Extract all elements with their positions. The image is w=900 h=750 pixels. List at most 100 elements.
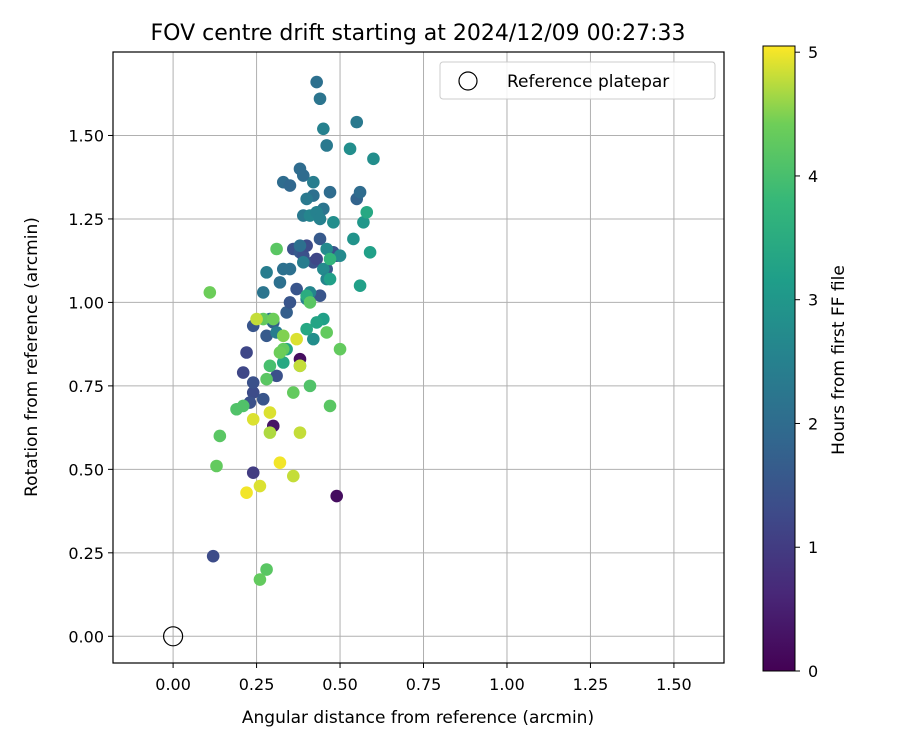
data-point — [286, 386, 300, 399]
x-tick-label: 0.00 — [155, 675, 191, 694]
data-point — [320, 242, 333, 256]
data-point — [320, 326, 333, 339]
data-point — [350, 115, 364, 129]
y-axis-label: Rotation from reference (arcmin) — [22, 217, 42, 497]
data-point — [246, 386, 260, 399]
data-point — [327, 215, 340, 229]
data-point — [333, 342, 347, 356]
data-point — [290, 332, 303, 346]
colorbar — [762, 45, 796, 672]
data-point — [310, 75, 323, 89]
data-point — [246, 412, 260, 426]
data-point — [283, 296, 297, 309]
reference-platepar-marker — [162, 626, 184, 647]
colorbar-label: Hours from first FF file — [829, 265, 849, 455]
data-point — [330, 489, 343, 503]
data-point — [303, 296, 317, 309]
grid-lines — [113, 52, 724, 663]
colorbar-tick-label: 4 — [808, 167, 818, 186]
x-axis-label: Angular distance from reference (arcmin) — [242, 708, 594, 728]
data-point — [250, 312, 263, 326]
data-point — [256, 286, 270, 299]
data-point — [313, 232, 327, 246]
data-point — [256, 392, 270, 406]
x-tick-label: 0.25 — [239, 675, 275, 694]
x-axis-ticks: 0.00 0.25 0.50 0.75 1.00 1.25 1.50 — [155, 663, 692, 694]
data-point — [310, 252, 323, 266]
data-point — [317, 122, 330, 136]
data-point — [293, 426, 307, 439]
x-tick-label: 0.50 — [322, 675, 358, 694]
legend-reference-marker — [458, 71, 478, 91]
data-point — [246, 466, 260, 479]
data-point — [293, 162, 307, 176]
data-point — [263, 406, 277, 419]
legend-box — [439, 61, 716, 100]
data-point — [307, 175, 320, 189]
data-point — [367, 152, 380, 166]
reference-marker-group — [162, 626, 184, 647]
y-tick-label: 0.00 — [68, 627, 104, 646]
data-point — [263, 426, 277, 439]
y-tick-label: 1.50 — [68, 126, 104, 145]
data-point — [357, 215, 370, 229]
data-point — [293, 359, 307, 373]
data-point — [313, 212, 327, 226]
colorbar-tick-label: 2 — [808, 414, 818, 433]
x-tick-label: 1.00 — [489, 675, 525, 694]
data-point — [253, 573, 267, 586]
x-tick-label: 0.75 — [406, 675, 442, 694]
data-point — [270, 369, 283, 383]
data-point — [210, 459, 223, 473]
data-point — [343, 142, 357, 156]
data-point — [297, 256, 310, 269]
data-point — [353, 279, 367, 293]
colorbar-tick-label: 5 — [808, 43, 818, 62]
x-tick-label: 1.50 — [656, 675, 692, 694]
data-point — [240, 346, 253, 359]
data-point — [280, 306, 293, 319]
data-point — [363, 246, 377, 259]
data-point — [293, 239, 307, 252]
chart-title: FOV centre drift starting at 2024/12/09 … — [151, 21, 686, 46]
data-point — [253, 479, 267, 493]
data-point — [260, 372, 273, 386]
data-point — [323, 185, 337, 199]
plot-frame — [112, 51, 725, 664]
data-point — [313, 289, 327, 303]
data-point — [270, 242, 283, 256]
y-axis-ticks: 0.00 0.25 0.50 0.75 1.00 1.25 1.50 — [68, 126, 113, 646]
data-point — [283, 262, 297, 276]
data-point — [300, 322, 313, 336]
data-point — [307, 332, 320, 346]
scatter-points — [203, 75, 380, 586]
y-tick-label: 0.75 — [68, 377, 104, 396]
data-point — [260, 329, 273, 343]
x-tick-label: 1.25 — [573, 675, 609, 694]
data-point — [323, 399, 337, 413]
data-point — [240, 486, 253, 500]
data-point — [323, 272, 337, 286]
data-point — [266, 312, 280, 326]
data-point — [290, 282, 303, 296]
legend-label: Reference platepar — [507, 72, 669, 92]
data-point — [236, 366, 250, 379]
data-point — [317, 262, 330, 276]
data-point — [333, 249, 347, 262]
data-point — [360, 205, 374, 219]
data-point — [313, 92, 327, 106]
data-point — [286, 469, 300, 483]
colorbar-tick-label: 0 — [808, 662, 818, 681]
data-point — [320, 139, 333, 152]
colorbar-tick-label: 1 — [808, 538, 818, 557]
data-point — [353, 185, 367, 199]
colorbar-ticks: 0 1 2 3 4 5 — [795, 43, 818, 681]
data-point — [213, 429, 227, 443]
data-point — [323, 252, 337, 266]
data-point — [206, 549, 220, 563]
data-point — [276, 329, 290, 343]
data-point — [260, 563, 273, 576]
data-point — [300, 192, 313, 206]
legend: Reference platepar — [439, 61, 716, 100]
data-point — [303, 379, 317, 393]
